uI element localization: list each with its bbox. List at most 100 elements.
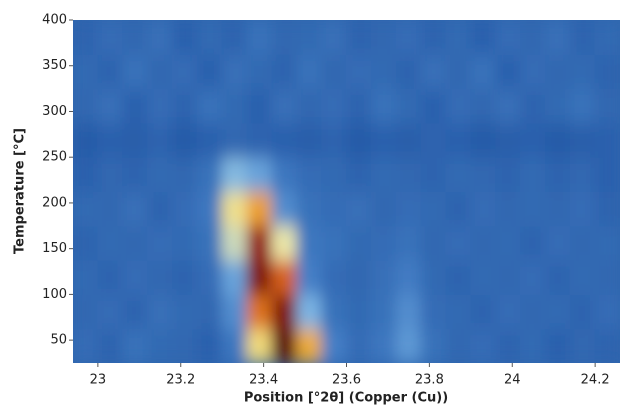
heat-cell	[246, 53, 273, 90]
heat-cell	[196, 293, 223, 330]
heat-cell	[147, 20, 173, 55]
heat-cell	[470, 259, 497, 295]
heat-cell	[321, 328, 347, 363]
heat-cell	[420, 191, 447, 227]
heat-cell	[296, 259, 323, 295]
heat-cell	[196, 225, 223, 261]
heat-cell	[395, 293, 422, 330]
heat-cell	[495, 122, 522, 158]
heat-cell	[569, 293, 596, 330]
heat-cell	[470, 156, 497, 192]
x-tick-label: 23.2	[166, 373, 195, 388]
heat-cell	[73, 225, 99, 261]
heat-cell	[296, 53, 323, 90]
heat-cell	[73, 259, 99, 295]
heatmap	[73, 20, 620, 363]
heat-cell	[171, 191, 198, 227]
heat-cell	[97, 53, 124, 90]
heat-cell	[594, 259, 620, 295]
heat-cell	[246, 20, 273, 55]
heat-cell	[420, 122, 447, 158]
heat-cell	[321, 191, 347, 227]
heat-cell	[544, 293, 571, 330]
heat-cell	[544, 20, 571, 55]
heat-cell	[420, 53, 447, 90]
heat-cell	[594, 328, 620, 363]
heat-cell	[569, 191, 596, 227]
heat-cell	[520, 88, 546, 124]
heat-cell	[97, 20, 124, 55]
heat-cell	[271, 88, 298, 124]
heat-cell	[122, 53, 149, 90]
heat-cell	[221, 156, 248, 192]
heat-cell	[271, 20, 298, 55]
heat-cell	[420, 328, 447, 363]
heat-cell	[445, 225, 472, 261]
heat-cell	[171, 293, 198, 330]
heat-cell	[470, 293, 497, 330]
heat-cell	[370, 225, 397, 261]
heat-cell	[221, 328, 248, 363]
y-tick-label: 50	[50, 333, 67, 348]
heat-cell	[495, 53, 522, 90]
heat-cell	[395, 225, 422, 261]
heat-cell	[296, 88, 323, 124]
heat-cell	[370, 156, 397, 192]
x-tick-label: 23.8	[415, 373, 444, 388]
heat-cell	[122, 191, 149, 227]
y-tick-label: 150	[42, 241, 67, 256]
heat-cell	[520, 156, 546, 192]
heat-cell	[246, 225, 273, 261]
heat-cell	[147, 259, 173, 295]
heat-cell	[122, 20, 149, 55]
heat-cell	[445, 293, 472, 330]
heat-cell	[221, 122, 248, 158]
x-tick-label: 23.4	[249, 373, 278, 388]
heat-cell	[569, 20, 596, 55]
heat-cell	[246, 259, 273, 295]
heat-cell	[569, 122, 596, 158]
heat-cell	[420, 20, 447, 55]
heat-cell	[470, 20, 497, 55]
heat-cell	[495, 225, 522, 261]
heat-cell	[196, 20, 223, 55]
heat-cell	[346, 225, 372, 261]
heat-cell	[271, 156, 298, 192]
heat-cell	[569, 225, 596, 261]
heat-cell	[321, 122, 347, 158]
heat-cell	[321, 293, 347, 330]
heat-cell	[370, 259, 397, 295]
heat-cell	[495, 20, 522, 55]
heat-cell	[544, 156, 571, 192]
heat-cell	[520, 20, 546, 55]
heat-cell	[147, 156, 173, 192]
heat-cell	[246, 122, 273, 158]
y-tick-label: 200	[42, 195, 67, 210]
heat-cell	[594, 122, 620, 158]
heat-cell	[296, 20, 323, 55]
heat-cell	[321, 53, 347, 90]
heat-cell	[171, 156, 198, 192]
heat-cell	[520, 328, 546, 363]
heat-cell	[395, 328, 422, 363]
heat-cell	[370, 328, 397, 363]
heat-cell	[147, 191, 173, 227]
heat-cell	[420, 88, 447, 124]
x-tick-label: 23.6	[332, 373, 361, 388]
heat-cell	[147, 225, 173, 261]
heat-cell	[296, 225, 323, 261]
heat-cell	[271, 293, 298, 330]
heat-cell	[544, 259, 571, 295]
heat-cell	[445, 191, 472, 227]
heat-cell	[445, 88, 472, 124]
y-tick-label: 250	[42, 150, 67, 165]
heat-cell	[445, 156, 472, 192]
heat-cell	[495, 328, 522, 363]
x-tick-label: 24	[504, 373, 521, 388]
heat-cell	[520, 191, 546, 227]
heat-cell	[147, 88, 173, 124]
heat-cell	[495, 259, 522, 295]
heat-cell	[73, 88, 99, 124]
heat-cell	[594, 88, 620, 124]
